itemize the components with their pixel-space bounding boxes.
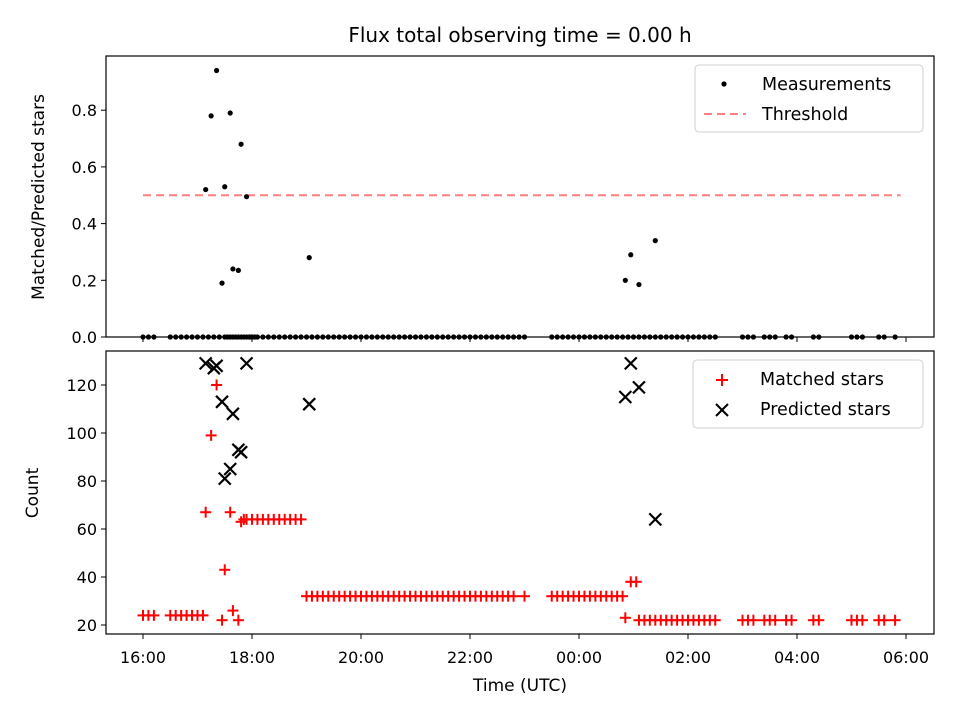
bottom-y-tick-label: 40 bbox=[77, 568, 97, 587]
measurement-point bbox=[227, 110, 233, 116]
measurement-point bbox=[235, 267, 241, 273]
bottom-x-tick-label: 02:00 bbox=[665, 648, 711, 667]
predicted-star-marker bbox=[239, 356, 254, 371]
matched-star-marker bbox=[617, 590, 629, 602]
x-axis-label: Time (UTC) bbox=[472, 676, 567, 696]
bottom-y-axis-label: Count bbox=[23, 467, 43, 518]
matched-star-marker bbox=[619, 612, 631, 624]
predicted-star-marker bbox=[234, 445, 248, 459]
matched-star-marker bbox=[148, 609, 160, 621]
measurement-point bbox=[306, 255, 312, 261]
matched-star-marker bbox=[216, 614, 228, 626]
legend-measurements-label: Measurements bbox=[762, 75, 891, 95]
measurement-point bbox=[238, 141, 244, 147]
bottom-x-tick-label: 00:00 bbox=[556, 648, 602, 667]
predicted-star-marker bbox=[198, 356, 213, 371]
top-plot-frame bbox=[105, 55, 935, 338]
matched-star-marker bbox=[786, 614, 798, 626]
bottom-x-ticks: 16:00 18:00 20:00 22:00 00:00 02:00 04:00 06:00 bbox=[120, 634, 929, 667]
matched-star-marker bbox=[197, 609, 209, 621]
legend-predicted-marker bbox=[715, 403, 729, 417]
bottom-y-tick-label: 100 bbox=[66, 424, 97, 443]
top-panel: 0.00.20.40.60.8 Matched/Predicted stars … bbox=[29, 55, 935, 347]
measurement-point bbox=[652, 238, 658, 244]
predicted-star-marker bbox=[209, 359, 224, 373]
top-y-tick-label: 0.6 bbox=[72, 158, 97, 177]
legend-measurements-marker bbox=[721, 81, 727, 87]
matched-star-marker bbox=[219, 564, 231, 576]
top-legend-box bbox=[694, 64, 924, 133]
legend-matched-label: Matched stars bbox=[760, 370, 884, 390]
legend-threshold-label: Threshold bbox=[761, 105, 848, 125]
bottom-panel: 20 40 60 80 100 120 16:00 18:00 20:00 22:00 00:00… bbox=[23, 350, 935, 696]
chart-title: Flux total observing time = 0.00 h bbox=[348, 23, 691, 47]
bottom-y-tick-label: 80 bbox=[77, 472, 97, 491]
measurement-point bbox=[213, 67, 220, 74]
matched-star-marker bbox=[889, 614, 901, 626]
measurement-point bbox=[230, 266, 236, 272]
matched-star-marker bbox=[709, 614, 721, 626]
top-x-ticks bbox=[142, 337, 907, 342]
matched-star-marker bbox=[878, 614, 890, 626]
bottom-x-tick-label: 06:00 bbox=[883, 648, 929, 667]
bottom-y-tick-label: 120 bbox=[66, 376, 97, 395]
measurement-point bbox=[222, 184, 228, 190]
bottom-x-tick-label: 22:00 bbox=[447, 648, 493, 667]
measurement-point bbox=[636, 281, 642, 288]
top-y-tick-label: 0.2 bbox=[72, 271, 97, 290]
measurement-point bbox=[622, 277, 628, 283]
bottom-plot-frame bbox=[105, 350, 935, 635]
matched-star-marker bbox=[232, 614, 244, 626]
predicted-star-marker bbox=[618, 390, 633, 404]
predicted-star-marker bbox=[226, 407, 240, 421]
matched-star-marker bbox=[856, 614, 868, 626]
bottom-x-tick-label: 20:00 bbox=[338, 648, 384, 667]
top-y-axis-label: Matched/Predicted stars bbox=[29, 94, 49, 300]
predicted-star-marker bbox=[648, 512, 663, 527]
matched-stars-layer bbox=[137, 379, 901, 626]
top-y-ticks: 0.0 0.2 0.4 0.6 0.8 bbox=[72, 101, 106, 347]
matched-star-marker bbox=[295, 513, 307, 525]
bottom-x-tick-label: 16:00 bbox=[120, 648, 166, 667]
bottom-y-tick-label: 20 bbox=[77, 616, 97, 635]
predicted-stars-layer bbox=[198, 356, 663, 527]
top-y-tick-label: 0.8 bbox=[72, 101, 97, 120]
predicted-star-marker bbox=[623, 356, 638, 371]
measurement-point bbox=[243, 194, 250, 200]
predicted-star-marker bbox=[215, 395, 229, 409]
bottom-legend: Matched stars Predicted stars bbox=[692, 359, 924, 429]
matched-star-marker bbox=[630, 576, 642, 588]
matched-star-marker bbox=[211, 379, 223, 391]
bottom-legend-box bbox=[692, 359, 924, 429]
bottom-y-tick-label: 60 bbox=[77, 520, 97, 539]
matched-star-marker bbox=[200, 506, 212, 518]
legend-matched-marker bbox=[716, 374, 728, 386]
bottom-x-tick-label: 04:00 bbox=[774, 648, 820, 667]
matched-star-marker bbox=[747, 614, 759, 626]
top-legend: Measurements Threshold bbox=[694, 64, 924, 133]
bottom-y-ticks: 20 40 60 80 100 120 bbox=[66, 376, 106, 635]
top-y-tick-label: 0.4 bbox=[72, 215, 97, 234]
predicted-star-marker bbox=[223, 462, 237, 476]
matched-star-marker bbox=[508, 590, 520, 602]
measurement-point bbox=[203, 186, 209, 193]
matched-star-marker bbox=[519, 590, 530, 602]
legend-predicted-label: Predicted stars bbox=[760, 400, 891, 420]
measurement-point bbox=[628, 252, 634, 258]
predicted-star-marker bbox=[302, 397, 317, 411]
measurements-layer bbox=[140, 67, 898, 340]
matched-star-marker bbox=[769, 614, 781, 626]
matched-star-marker bbox=[224, 506, 236, 518]
bottom-x-tick-label: 18:00 bbox=[229, 648, 275, 667]
matched-star-marker bbox=[205, 429, 217, 441]
predicted-star-marker bbox=[217, 471, 232, 486]
measurement-point bbox=[219, 280, 225, 286]
measurement-point bbox=[208, 113, 214, 119]
predicted-star-marker bbox=[632, 380, 646, 395]
top-y-tick-label: 0.0 bbox=[72, 328, 97, 347]
matched-star-marker bbox=[227, 605, 239, 617]
matched-star-marker bbox=[813, 614, 825, 626]
